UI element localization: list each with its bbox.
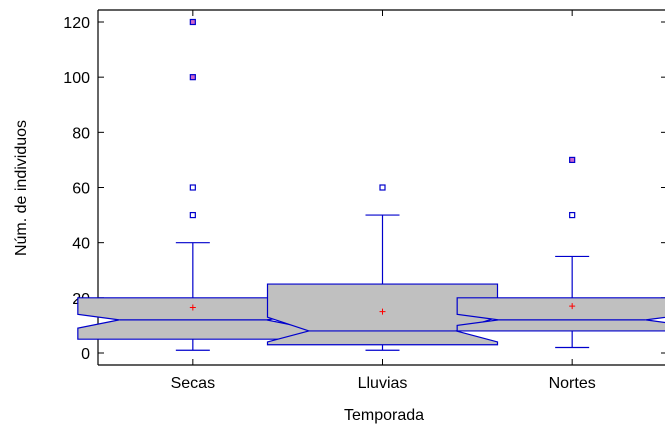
outlier-point — [189, 18, 196, 26]
boxes — [77, 18, 665, 351]
y-tick-label: 120 — [63, 15, 90, 32]
y-tick-label: 40 — [72, 236, 90, 253]
y-tick-label: 60 — [72, 181, 90, 198]
x-category-label: Secas — [171, 375, 215, 392]
x-axis-label: Temporada — [344, 407, 424, 424]
y-axis-ticks: 020406080100120 — [63, 15, 665, 363]
outlier-point — [189, 184, 196, 191]
y-tick-label: 100 — [63, 70, 90, 87]
y-tick-label: 0 — [81, 346, 90, 363]
outlier-point — [189, 211, 196, 219]
y-tick-label: 80 — [72, 125, 90, 142]
x-axis-categories: Secas Lluvias Nortes — [171, 10, 596, 392]
notched-box — [456, 297, 665, 332]
outlier-point — [569, 211, 576, 219]
y-axis-label: Núm. de individuos — [13, 120, 30, 256]
x-category-label: Lluvias — [358, 375, 408, 392]
outlier-point — [569, 156, 576, 164]
box-nortes — [456, 156, 665, 349]
outlier-point — [189, 74, 196, 81]
x-category-label: Nortes — [549, 375, 596, 392]
outlier-point — [379, 184, 386, 191]
